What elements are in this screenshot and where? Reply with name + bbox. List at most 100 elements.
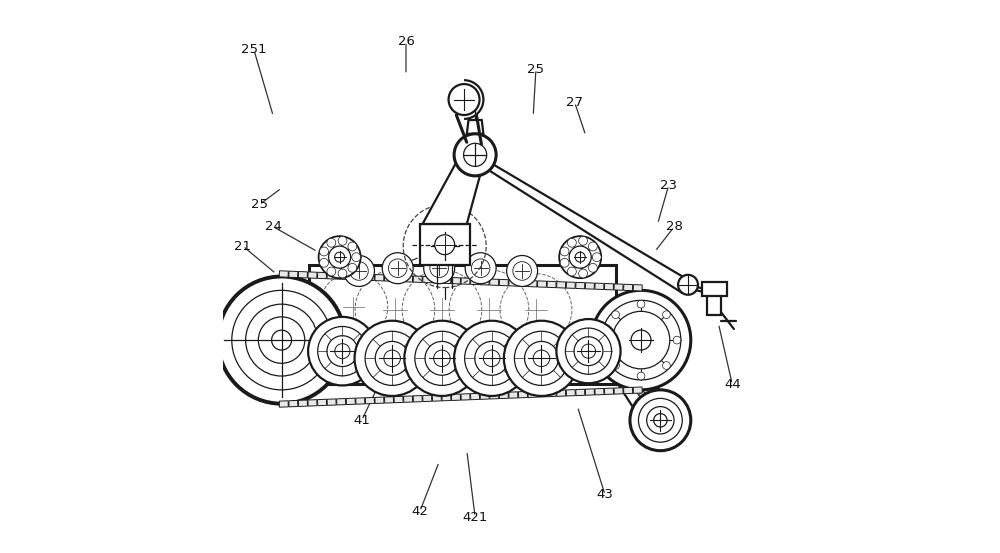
Circle shape [637,372,645,380]
FancyBboxPatch shape [614,388,623,394]
Circle shape [246,304,318,376]
Circle shape [504,321,579,396]
Circle shape [344,255,374,286]
Circle shape [507,255,538,286]
FancyBboxPatch shape [279,401,288,407]
Circle shape [434,350,450,367]
FancyBboxPatch shape [576,389,585,395]
FancyBboxPatch shape [547,281,556,288]
FancyBboxPatch shape [432,276,441,283]
Circle shape [630,390,691,451]
FancyBboxPatch shape [557,281,566,288]
Circle shape [352,253,361,262]
Circle shape [320,247,328,256]
FancyBboxPatch shape [509,392,518,398]
FancyBboxPatch shape [308,272,317,278]
Circle shape [601,336,609,344]
FancyBboxPatch shape [337,273,346,279]
FancyBboxPatch shape [518,392,527,398]
FancyBboxPatch shape [346,273,355,280]
FancyBboxPatch shape [651,406,661,417]
FancyBboxPatch shape [423,395,432,401]
FancyBboxPatch shape [404,275,413,282]
FancyBboxPatch shape [604,284,614,290]
Circle shape [335,343,350,359]
FancyBboxPatch shape [461,394,470,400]
FancyBboxPatch shape [537,281,547,288]
FancyBboxPatch shape [471,393,480,400]
FancyBboxPatch shape [375,274,384,281]
FancyBboxPatch shape [626,375,637,387]
Circle shape [329,246,351,268]
Circle shape [382,253,413,284]
FancyBboxPatch shape [451,278,460,284]
FancyBboxPatch shape [499,279,508,286]
FancyBboxPatch shape [298,400,307,406]
Circle shape [355,321,430,396]
FancyBboxPatch shape [317,272,327,279]
Circle shape [663,311,670,319]
FancyBboxPatch shape [518,280,527,286]
FancyBboxPatch shape [451,394,461,400]
Circle shape [258,317,305,363]
FancyBboxPatch shape [432,395,441,401]
FancyBboxPatch shape [634,386,645,397]
Circle shape [592,253,601,262]
FancyBboxPatch shape [499,392,508,399]
Circle shape [308,317,377,385]
FancyBboxPatch shape [423,276,432,283]
Text: 41: 41 [353,414,370,427]
Circle shape [365,331,419,385]
Circle shape [327,267,336,276]
FancyBboxPatch shape [308,400,317,406]
Text: 27: 27 [566,96,583,109]
FancyBboxPatch shape [614,360,624,371]
FancyBboxPatch shape [365,274,374,280]
Polygon shape [423,155,486,224]
FancyBboxPatch shape [598,340,608,351]
FancyBboxPatch shape [633,285,642,291]
Circle shape [575,252,585,262]
Circle shape [435,234,455,254]
Circle shape [320,258,328,267]
Circle shape [338,236,347,245]
Circle shape [673,336,681,344]
FancyBboxPatch shape [298,272,307,278]
Circle shape [560,247,569,256]
FancyBboxPatch shape [538,390,547,397]
Circle shape [556,319,621,383]
Bar [309,265,616,384]
FancyBboxPatch shape [480,279,489,285]
FancyBboxPatch shape [566,282,575,289]
FancyBboxPatch shape [647,401,657,412]
FancyBboxPatch shape [356,398,365,404]
FancyBboxPatch shape [384,275,394,281]
Text: 21: 21 [234,239,251,253]
Circle shape [348,242,357,251]
Circle shape [637,300,645,308]
Circle shape [384,350,400,367]
Circle shape [471,259,490,278]
Circle shape [631,330,651,350]
Circle shape [559,236,601,278]
Bar [702,282,727,296]
Circle shape [465,253,496,284]
Circle shape [425,341,459,375]
Circle shape [465,331,519,385]
Text: 421: 421 [462,510,488,524]
FancyBboxPatch shape [585,389,594,395]
FancyBboxPatch shape [643,396,653,407]
Text: 42: 42 [411,505,428,518]
FancyBboxPatch shape [610,355,620,366]
FancyBboxPatch shape [394,275,403,281]
Text: 25: 25 [527,62,544,76]
FancyBboxPatch shape [394,397,403,403]
Circle shape [612,311,619,319]
Text: 26: 26 [398,35,414,48]
FancyBboxPatch shape [356,274,365,280]
FancyBboxPatch shape [442,277,451,284]
FancyBboxPatch shape [614,284,623,290]
Circle shape [567,267,576,276]
FancyBboxPatch shape [576,283,585,289]
FancyBboxPatch shape [595,388,604,395]
